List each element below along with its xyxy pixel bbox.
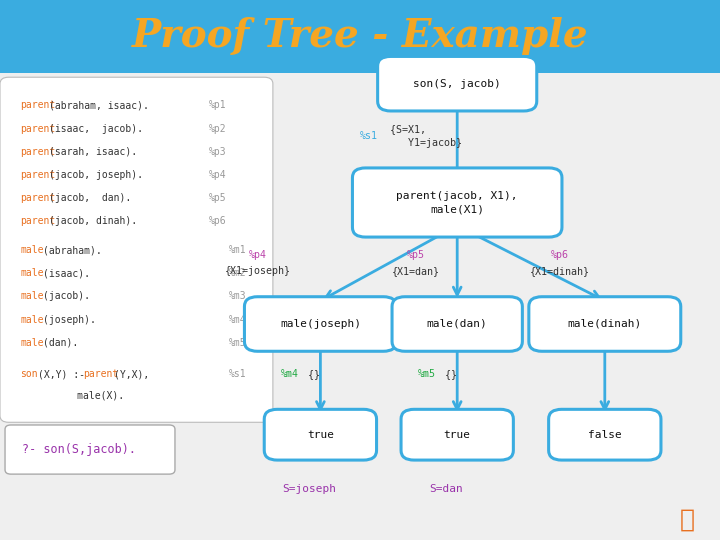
Text: (dan).: (dan). (43, 338, 166, 348)
Text: false: false (588, 430, 621, 440)
Text: %m4: %m4 (229, 315, 246, 325)
Text: male: male (20, 268, 44, 278)
Text: male(X).: male(X). (36, 390, 124, 400)
Text: {}: {} (439, 369, 457, 379)
FancyBboxPatch shape (401, 409, 513, 460)
FancyBboxPatch shape (264, 409, 377, 460)
Text: %p3: %p3 (209, 147, 226, 157)
Text: son: son (20, 369, 37, 379)
Text: true: true (444, 430, 471, 440)
Text: male: male (20, 315, 44, 325)
Text: (jacob, joseph).: (jacob, joseph). (49, 170, 149, 180)
Text: Proof Tree - Example: Proof Tree - Example (132, 17, 588, 56)
Text: {X1=joseph}: {X1=joseph} (225, 266, 291, 276)
FancyBboxPatch shape (0, 77, 273, 422)
Text: %p4: %p4 (249, 250, 266, 260)
Text: %m4: %m4 (281, 369, 299, 379)
Text: %p5: %p5 (209, 193, 226, 203)
Text: %p5: %p5 (408, 250, 425, 260)
Text: {S=X1,
    Y1=jacob}: {S=X1, Y1=jacob} (384, 125, 462, 147)
Text: 🔥: 🔥 (680, 508, 695, 531)
Text: %p4: %p4 (209, 170, 226, 180)
Text: %s1: %s1 (360, 131, 378, 141)
Text: (joseph).: (joseph). (43, 315, 166, 325)
Text: {X1=dinah}: {X1=dinah} (530, 266, 590, 276)
FancyBboxPatch shape (392, 297, 523, 351)
Text: %m1: %m1 (229, 245, 246, 255)
Text: %m5: %m5 (229, 338, 246, 348)
Text: S=joseph: S=joseph (283, 484, 337, 494)
Text: parent(jacob, X1),
male(X1): parent(jacob, X1), male(X1) (397, 191, 518, 214)
Text: %m5: %m5 (418, 369, 436, 379)
Text: male: male (20, 245, 44, 255)
Text: (isaac,  jacob).: (isaac, jacob). (49, 124, 149, 133)
FancyBboxPatch shape (377, 56, 537, 111)
Text: parent: parent (20, 124, 55, 133)
Text: %p6: %p6 (209, 217, 226, 226)
Text: son(S, jacob): son(S, jacob) (413, 79, 501, 89)
Text: (isaac).: (isaac). (43, 268, 166, 278)
FancyBboxPatch shape (549, 409, 661, 460)
Text: (jacob, dinah).: (jacob, dinah). (49, 217, 149, 226)
Text: %p1: %p1 (209, 100, 226, 110)
FancyBboxPatch shape (353, 168, 562, 237)
Text: male(dan): male(dan) (427, 319, 487, 329)
Text: S=dan: S=dan (430, 484, 463, 494)
Text: (sarah, isaac).: (sarah, isaac). (49, 147, 143, 157)
Text: (X,Y) :-: (X,Y) :- (38, 369, 91, 379)
Text: parent: parent (20, 217, 55, 226)
Text: %p6: %p6 (552, 250, 569, 260)
Text: %m2: %m2 (229, 268, 246, 278)
Text: (abraham).: (abraham). (43, 245, 166, 255)
Text: parent: parent (20, 147, 55, 157)
Text: male(dinah): male(dinah) (567, 319, 642, 329)
Text: (abraham, isaac).: (abraham, isaac). (49, 100, 155, 110)
Text: %p2: %p2 (209, 124, 226, 133)
Text: male(joseph): male(joseph) (280, 319, 361, 329)
FancyBboxPatch shape (0, 0, 720, 73)
Text: %s1: %s1 (229, 369, 246, 379)
Text: parent: parent (84, 369, 119, 379)
Text: parent: parent (20, 193, 55, 203)
Text: (jacob,  dan).: (jacob, dan). (49, 193, 143, 203)
Text: parent: parent (20, 170, 55, 180)
Text: parent: parent (20, 100, 55, 110)
Text: male: male (20, 292, 44, 301)
Text: ?- son(S,jacob).: ?- son(S,jacob). (22, 443, 135, 456)
Text: true: true (307, 430, 334, 440)
FancyBboxPatch shape (5, 425, 175, 474)
Text: male: male (20, 338, 44, 348)
Text: {}: {} (302, 369, 320, 379)
Text: (jacob).: (jacob). (43, 292, 166, 301)
Text: {X1=dan}: {X1=dan} (392, 266, 440, 276)
FancyBboxPatch shape (528, 297, 680, 351)
Text: %m3: %m3 (229, 292, 246, 301)
Text: (Y,X),: (Y,X), (114, 369, 155, 379)
FancyBboxPatch shape (245, 297, 396, 351)
